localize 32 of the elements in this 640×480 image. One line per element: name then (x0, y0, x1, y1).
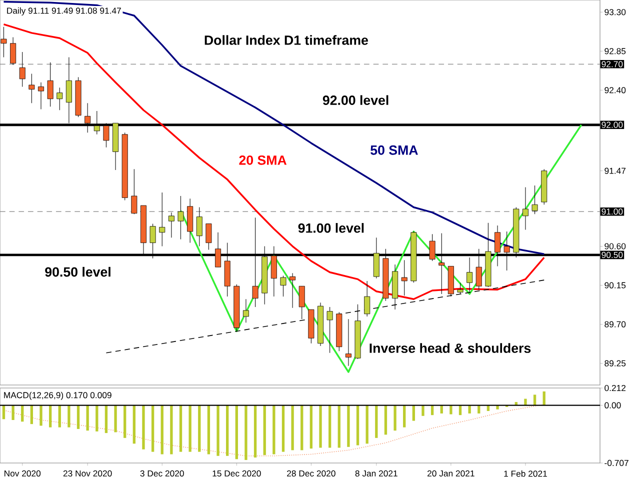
series-label: 50 SMA (370, 145, 418, 155)
y-tick-label: 89.25 (604, 360, 626, 366)
x-tick-label: 23 Nov 2020 (63, 470, 112, 477)
ref-line-label: 92.00 (602, 122, 623, 128)
y-tick-label: 91.47 (604, 168, 626, 174)
annotation: 90.50 level (45, 266, 110, 277)
x-tick-label: Nov 2020 (4, 470, 41, 477)
y-tick-label: 92.85 (604, 48, 626, 54)
y-tick-label: 90.60 (604, 243, 626, 250)
y-tick-label: 89.70 (604, 321, 626, 328)
x-tick-label: 1 Feb 2021 (504, 470, 547, 477)
x-tick-label: 28 Dec 2020 (287, 470, 336, 477)
y-tick-label: 92.40 (604, 87, 626, 94)
annotation: MACD(12,26,9) 0.170 0.009 (4, 392, 112, 400)
y-tick-label: 90.15 (604, 282, 626, 288)
annotation: Daily 91.11 91.49 91.08 91.47 (7, 7, 121, 16)
ref-line-label: 90.50 (602, 252, 623, 258)
text: Dollar Index D1 timeframe (204, 35, 368, 45)
x-tick-label: 20 Jan 2021 (428, 470, 474, 477)
annotation: Inverse head & shoulders (370, 343, 531, 353)
series-label: 20 SMA (239, 155, 287, 165)
annotation: 91.00 level (298, 223, 364, 233)
y-tick-label: -0.707 (604, 460, 628, 466)
ref-line-label: 91.00 (602, 208, 623, 215)
ref-line-label: 92.70 (602, 61, 623, 68)
annotation: 92.00 level (322, 95, 388, 105)
x-tick-label: 8 Jan 2021 (355, 470, 398, 477)
y-tick-label: 0.00 (604, 402, 621, 408)
y-tick-label: 93.30 (604, 9, 626, 16)
y-tick-label: 0.212 (604, 384, 626, 392)
x-tick-label: 15 Dec 2020 (212, 470, 261, 477)
x-tick-label: 3 Dec 2020 (140, 470, 184, 477)
